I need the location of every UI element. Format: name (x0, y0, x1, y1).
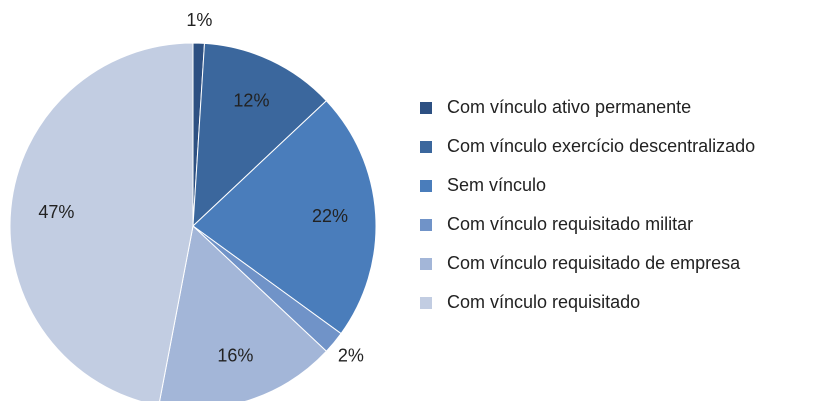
pie-slice (192, 42, 328, 228)
legend-label: Com vínculo ativo permanente (447, 97, 691, 117)
pie-slice (9, 42, 194, 401)
legend-swatch (420, 219, 432, 231)
legend-swatch (420, 258, 432, 270)
data-label: 2% (338, 345, 364, 365)
data-label: 22% (312, 206, 348, 226)
legend-label: Com vínculo requisitado de empresa (447, 253, 741, 273)
data-label: 1% (186, 10, 212, 30)
legend-swatch (420, 141, 432, 153)
legend-label: Com vínculo exercício descentralizado (447, 136, 755, 156)
legend-swatch (420, 102, 432, 114)
legend-label: Sem vínculo (447, 175, 546, 195)
legend-swatch (420, 297, 432, 309)
data-label: 16% (217, 345, 253, 365)
pie-slice (159, 225, 328, 401)
data-label: 47% (38, 202, 74, 222)
legend-label: Com vínculo requisitado militar (447, 214, 693, 234)
data-label: 12% (233, 91, 269, 111)
legend-swatch (420, 180, 432, 192)
legend-label: Com vínculo requisitado (447, 292, 640, 312)
pie-slice (192, 100, 377, 335)
